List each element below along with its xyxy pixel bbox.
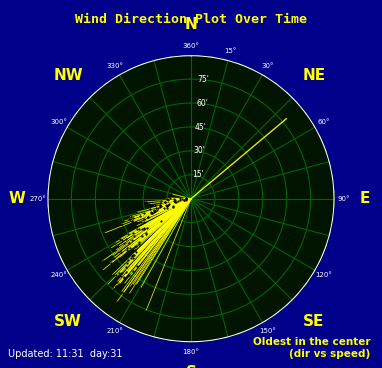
Text: 15': 15' [192, 170, 204, 179]
Text: 30': 30' [194, 146, 206, 155]
Text: 60°: 60° [317, 119, 330, 125]
Text: 360°: 360° [183, 43, 199, 49]
Text: NW: NW [53, 68, 83, 83]
Text: NE: NE [302, 68, 325, 83]
Text: 30°: 30° [261, 63, 274, 69]
Text: 120°: 120° [315, 272, 332, 278]
Text: 270°: 270° [29, 196, 46, 202]
Text: 150°: 150° [259, 328, 276, 334]
Text: 45': 45' [195, 123, 207, 131]
Text: N: N [185, 17, 197, 32]
Text: Updated: 11:31  day:31: Updated: 11:31 day:31 [8, 349, 122, 359]
Text: Oldest in the center
(dir vs speed): Oldest in the center (dir vs speed) [253, 337, 371, 359]
Text: SE: SE [303, 314, 325, 329]
Text: 180°: 180° [183, 349, 199, 355]
Text: Wind Direction Plot Over Time: Wind Direction Plot Over Time [75, 13, 307, 26]
Text: W: W [9, 191, 26, 206]
Text: S: S [186, 365, 196, 368]
Text: 240°: 240° [50, 272, 67, 278]
Text: SW: SW [54, 314, 82, 329]
Text: 90°: 90° [338, 196, 350, 202]
Text: 15°: 15° [225, 48, 237, 54]
Text: E: E [359, 191, 370, 206]
Text: 210°: 210° [106, 328, 123, 334]
Text: 330°: 330° [106, 63, 123, 69]
Text: 60': 60' [196, 99, 208, 108]
Text: 300°: 300° [50, 119, 67, 125]
Text: 75': 75' [197, 75, 209, 84]
